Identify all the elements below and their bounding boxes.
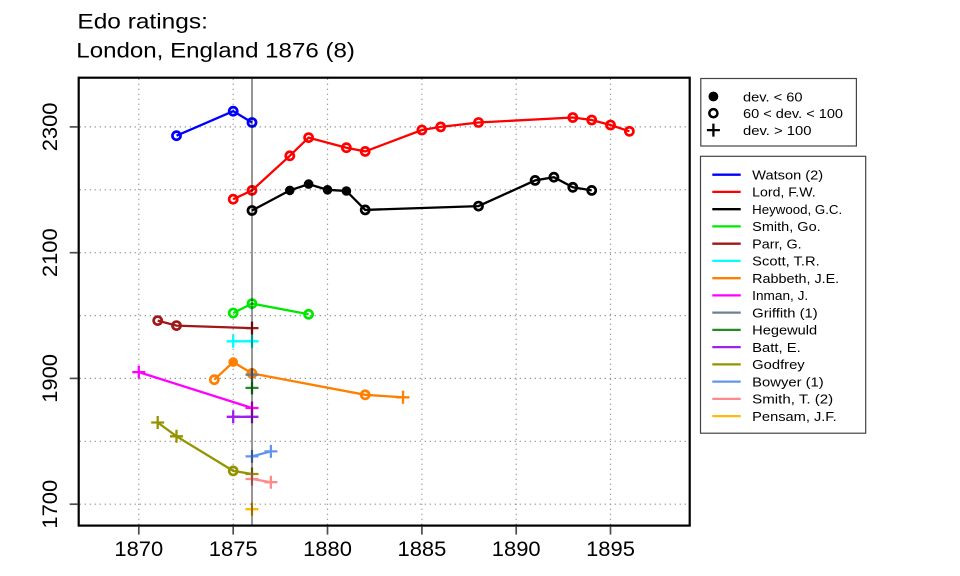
svg-text:1870: 1870 — [114, 538, 163, 561]
svg-text:2300: 2300 — [39, 103, 62, 152]
svg-text:Bowyer (1): Bowyer (1) — [752, 374, 824, 389]
svg-text:Watson (2): Watson (2) — [752, 167, 823, 182]
svg-text:1880: 1880 — [303, 538, 352, 561]
svg-text:London, England 1876 (8): London, England 1876 (8) — [76, 39, 355, 62]
svg-text:1890: 1890 — [492, 538, 541, 561]
svg-text:Lord, F.W.: Lord, F.W. — [752, 185, 816, 200]
svg-text:1700: 1700 — [39, 480, 62, 529]
svg-text:Griffith (1): Griffith (1) — [752, 305, 818, 320]
svg-text:Smith, Go.: Smith, Go. — [752, 219, 821, 234]
svg-text:dev. < 60: dev. < 60 — [743, 90, 803, 105]
svg-text:Edo ratings:: Edo ratings: — [77, 10, 208, 33]
svg-text:1875: 1875 — [209, 538, 258, 561]
svg-text:Heywood, G.C.: Heywood, G.C. — [752, 202, 842, 217]
svg-text:Parr, G.: Parr, G. — [752, 236, 802, 251]
svg-text:1900: 1900 — [39, 354, 62, 403]
svg-text:Scott, T.R.: Scott, T.R. — [752, 254, 820, 269]
svg-text:Batt, E.: Batt, E. — [752, 340, 801, 355]
svg-text:Inman, J.: Inman, J. — [752, 288, 808, 303]
svg-text:dev. > 100: dev. > 100 — [743, 123, 812, 138]
svg-text:60 < dev. < 100: 60 < dev. < 100 — [743, 106, 843, 121]
svg-text:Pensam, J.F.: Pensam, J.F. — [752, 409, 837, 424]
svg-text:1895: 1895 — [586, 538, 635, 561]
svg-text:1885: 1885 — [398, 538, 447, 561]
svg-text:Hegewuld: Hegewuld — [752, 323, 817, 338]
svg-text:Smith, T. (2): Smith, T. (2) — [752, 392, 833, 407]
svg-text:Godfrey: Godfrey — [752, 357, 805, 372]
svg-text:2100: 2100 — [39, 228, 62, 277]
svg-text:Rabbeth, J.E.: Rabbeth, J.E. — [752, 271, 839, 286]
